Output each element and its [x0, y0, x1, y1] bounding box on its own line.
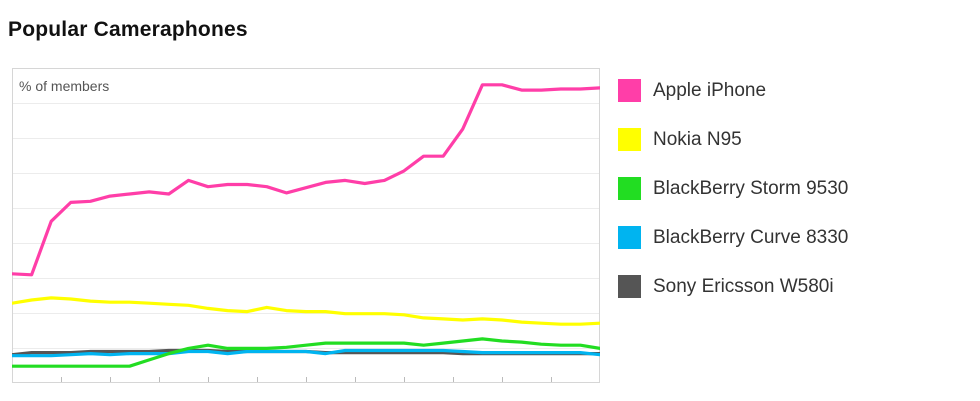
series-line-nokia-n95 [12, 296, 600, 326]
chart-area: % of members [12, 68, 600, 383]
legend-swatch [618, 177, 641, 200]
legend-item-blackberry-storm-9530: BlackBerry Storm 9530 [618, 164, 968, 213]
legend-label: BlackBerry Storm 9530 [653, 177, 849, 199]
legend-label: Nokia N95 [653, 128, 742, 150]
y-axis-label: % of members [19, 78, 116, 96]
legend-item-apple-iphone: Apple iPhone [618, 66, 968, 115]
plot-frame [12, 68, 600, 383]
legend-item-nokia-n95: Nokia N95 [618, 115, 968, 164]
legend-swatch [618, 226, 641, 249]
chart-title: Popular Cameraphones [8, 18, 248, 41]
legend-item-sony-ericsson-w580i: Sony Ericsson W580i [618, 262, 968, 311]
series-line-blackberry-curve-8330 [12, 348, 600, 358]
legend-swatch [618, 275, 641, 298]
legend-item-blackberry-curve-8330: BlackBerry Curve 8330 [618, 213, 968, 262]
series-line-blackberry-storm-9530 [12, 337, 600, 368]
legend-label: Apple iPhone [653, 79, 767, 101]
legend-label: BlackBerry Curve 8330 [653, 226, 849, 248]
legend-swatch [618, 128, 641, 151]
legend-swatch [618, 79, 641, 102]
line-chart [12, 68, 600, 383]
series-line-apple-iphone [12, 83, 600, 277]
chart-legend: Apple iPhone Nokia N95 BlackBerry Storm 95… [618, 66, 968, 311]
legend-label: Sony Ericsson W580i [653, 275, 834, 297]
